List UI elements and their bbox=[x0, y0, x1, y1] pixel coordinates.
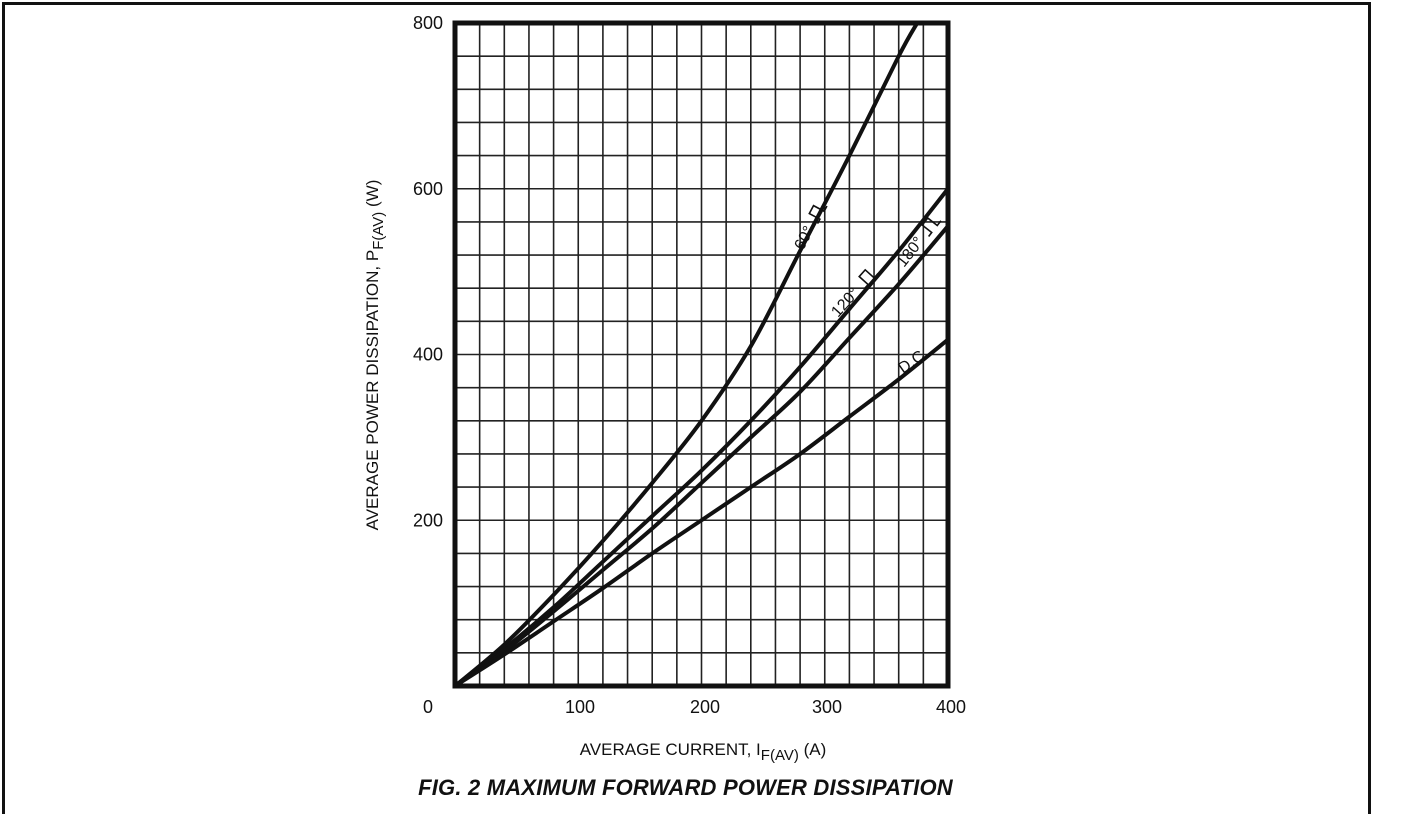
pulse-waveform-icon bbox=[858, 268, 879, 289]
curve-label-text: D.C. bbox=[896, 345, 932, 377]
series-line bbox=[453, 186, 950, 688]
plot-border bbox=[452, 20, 951, 689]
figure-caption: FIG. 2 MAXIMUM FORWARD POWER DISSIPATION bbox=[418, 775, 953, 800]
curve-label-text: 120° bbox=[828, 285, 863, 321]
axis-ticks: 0 100 200 300 400 200 400 600 800 bbox=[413, 13, 966, 717]
figure-frame bbox=[2, 2, 1371, 814]
y-axis-title-unit: (W) bbox=[363, 180, 382, 212]
x-tick-label: 300 bbox=[812, 697, 842, 717]
pulse-waveform-icon bbox=[808, 204, 828, 225]
y-axis-title: AVERAGE POWER DISSIPATION, PF(AV) (W) bbox=[363, 180, 387, 531]
series-line bbox=[453, 337, 950, 688]
y-tick-label: 800 bbox=[413, 13, 443, 33]
pulse-waveform-icon bbox=[921, 216, 942, 237]
x-tick-label: 100 bbox=[565, 697, 595, 717]
y-tick-label: 400 bbox=[413, 345, 443, 365]
y-tick-label: 600 bbox=[413, 179, 443, 199]
series-line bbox=[453, 224, 950, 688]
chart-grid bbox=[455, 23, 948, 686]
x-axis-title: AVERAGE CURRENT, IF(AV) (A) bbox=[580, 740, 827, 764]
x-tick-label: 0 bbox=[423, 697, 433, 717]
y-axis-title-main: AVERAGE POWER DISSIPATION, P bbox=[363, 250, 382, 531]
series-line bbox=[453, 21, 920, 688]
y-tick-label: 200 bbox=[413, 510, 443, 530]
curve-label-dc: D.C. bbox=[896, 345, 932, 377]
x-axis-title-subscript: F(AV) bbox=[761, 747, 799, 764]
x-tick-label: 400 bbox=[936, 697, 966, 717]
chart-series bbox=[453, 21, 950, 688]
x-tick-label: 200 bbox=[690, 697, 720, 717]
y-axis-title-subscript: F(AV) bbox=[370, 212, 387, 250]
x-axis-title-main: AVERAGE CURRENT, I bbox=[580, 740, 761, 759]
x-axis-title-unit: (A) bbox=[799, 740, 826, 759]
